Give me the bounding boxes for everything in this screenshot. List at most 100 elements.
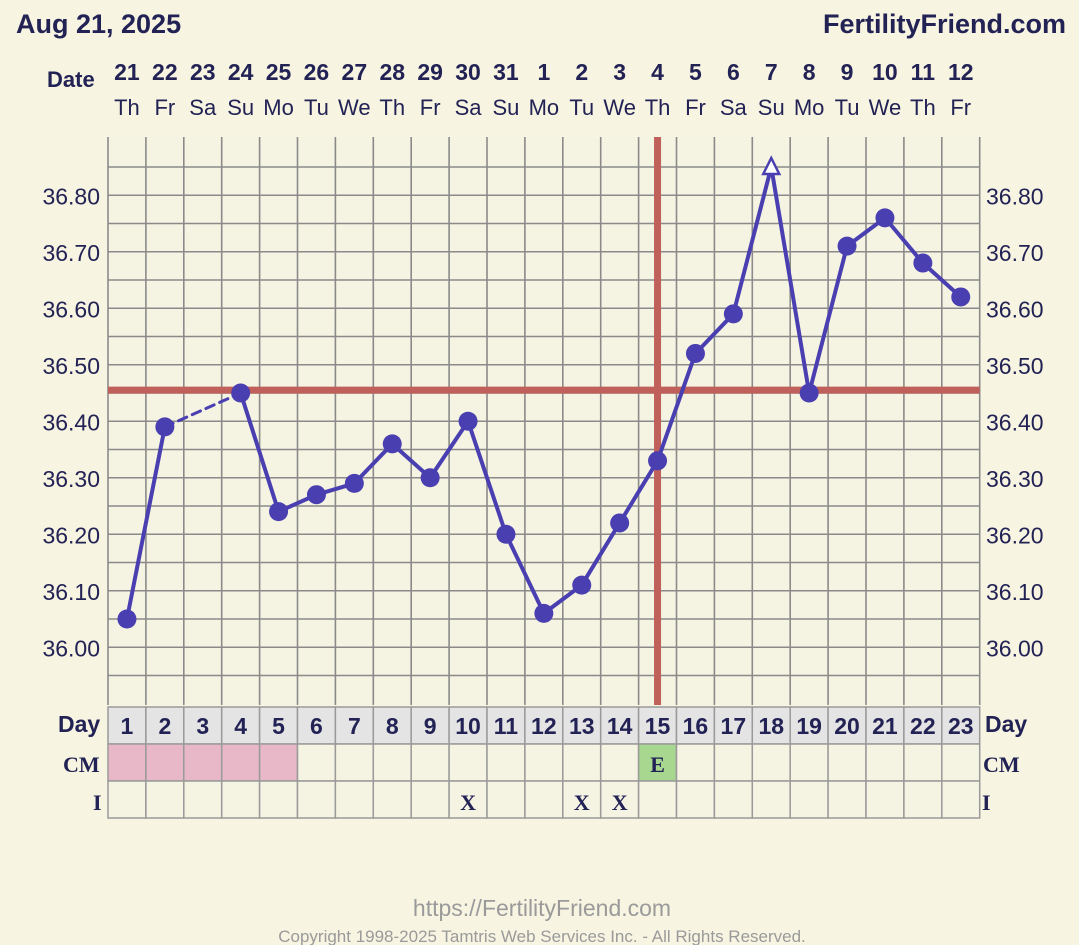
intercourse-row-cell — [486, 780, 526, 819]
date-label: 5 — [689, 59, 702, 85]
date-label: 11 — [911, 59, 936, 85]
intercourse-row-label-left: I — [93, 790, 102, 815]
weekday-label: Sa — [189, 95, 217, 120]
intercourse-entry: X — [460, 790, 476, 815]
weekday-label: Tu — [835, 95, 860, 120]
intercourse-row-cell — [220, 780, 261, 819]
brand-title: FertilityFriend.com — [823, 9, 1066, 39]
date-label: 7 — [765, 59, 778, 85]
weekday-label: Su — [227, 95, 254, 120]
intercourse-row-cell — [827, 780, 867, 819]
y-tick-label-left: 36.30 — [42, 466, 100, 492]
intercourse-row-cell — [865, 780, 905, 819]
intercourse-row-cell — [107, 780, 147, 819]
cycle-day-number: 22 — [910, 713, 936, 739]
y-tick-label-left: 36.00 — [42, 635, 100, 661]
intercourse-row-cell — [410, 780, 450, 819]
date-label: 28 — [379, 59, 405, 85]
cm-row-cell — [220, 743, 261, 782]
temperature-point — [875, 208, 895, 228]
intercourse-entry: X — [612, 790, 628, 815]
temperature-line — [807, 244, 850, 395]
intercourse-row-cell — [751, 780, 791, 819]
date-label: 26 — [304, 59, 330, 85]
date-label: 21 — [114, 59, 140, 85]
chart-date: Aug 21, 2025 — [16, 9, 181, 39]
cm-row-cell — [599, 743, 640, 782]
temperature-line — [503, 532, 546, 616]
date-label: 29 — [417, 59, 443, 85]
date-label: 31 — [493, 59, 519, 85]
temperature-point — [117, 609, 137, 629]
cycle-day-number: 16 — [683, 713, 709, 739]
cm-row-cell — [258, 743, 299, 782]
day-row-label-left: Day — [58, 711, 100, 737]
date-label: 3 — [613, 59, 626, 85]
temperature-gap-line — [163, 391, 243, 429]
cm-row-cell — [827, 743, 867, 782]
cm-row-label-left: CM — [63, 752, 100, 777]
weekday-label: Tu — [304, 95, 329, 120]
intercourse-row-cell — [675, 780, 716, 819]
intercourse-row-cell — [903, 780, 943, 819]
weekday-label: Fr — [950, 95, 971, 120]
y-tick-label-left: 36.70 — [42, 240, 100, 266]
temperature-line — [238, 391, 281, 514]
cycle-day-number: 11 — [494, 713, 519, 739]
intercourse-entry: X — [574, 790, 590, 815]
weekday-label: Mo — [794, 95, 825, 120]
weekday-label: Th — [910, 95, 936, 120]
cycle-day-number: 18 — [758, 713, 784, 739]
y-tick-label-left: 36.80 — [42, 183, 100, 209]
day-row-cell — [220, 706, 261, 745]
temperature-point — [496, 524, 516, 544]
temperature-line — [466, 419, 508, 537]
cycle-day-number: 20 — [834, 713, 860, 739]
cm-entry: E — [650, 752, 665, 777]
temperature-point — [723, 304, 743, 324]
cycle-day-number: 8 — [386, 713, 399, 739]
cm-row-cell — [751, 743, 791, 782]
temperature-point — [837, 236, 857, 256]
date-label: 1 — [537, 59, 550, 85]
date-row-label: Date — [47, 67, 95, 92]
y-tick-label-right: 36.50 — [986, 353, 1044, 379]
footer-url[interactable]: https://FertilityFriend.com — [413, 895, 671, 921]
cycle-day-number: 7 — [348, 713, 361, 739]
intercourse-row-cell — [145, 780, 185, 819]
cycle-day-number: 17 — [721, 713, 747, 739]
temperature-line — [731, 165, 774, 316]
temperature-point — [913, 253, 933, 273]
weekday-label: Su — [758, 95, 785, 120]
day-row-cell — [637, 706, 678, 745]
y-tick-label-right: 36.00 — [986, 635, 1044, 661]
y-tick-label-left: 36.40 — [42, 409, 100, 435]
cm-row-cell — [562, 743, 602, 782]
temperature-point — [534, 603, 554, 623]
cycle-day-number: 1 — [121, 713, 134, 739]
footer-copyright: Copyright 1998-2025 Tamtris Web Services… — [278, 927, 806, 945]
cycle-day-number: 19 — [796, 713, 822, 739]
temperature-point — [420, 468, 440, 488]
cm-row-cell — [789, 743, 829, 782]
temperature-line — [655, 351, 698, 463]
weekday-label: Mo — [529, 95, 560, 120]
date-label: 27 — [342, 59, 368, 85]
cycle-day-number: 23 — [948, 713, 974, 739]
date-label: 10 — [872, 59, 898, 85]
intercourse-row-label-right: I — [982, 790, 991, 815]
temperature-line — [769, 165, 812, 395]
temperature-point — [306, 485, 326, 505]
cm-row-cell — [296, 743, 337, 782]
day-row-cell — [827, 706, 867, 745]
cycle-day-number: 6 — [310, 713, 323, 739]
temperature-point — [951, 287, 971, 307]
intercourse-row-cell — [296, 780, 337, 819]
intercourse-row-cell — [183, 780, 223, 819]
weekday-label: Th — [379, 95, 405, 120]
intercourse-row-cell — [789, 780, 829, 819]
date-label: 24 — [228, 59, 254, 85]
weekday-label: Sa — [455, 95, 483, 120]
weekday-label: We — [338, 95, 371, 120]
cm-row-cell — [448, 743, 488, 782]
